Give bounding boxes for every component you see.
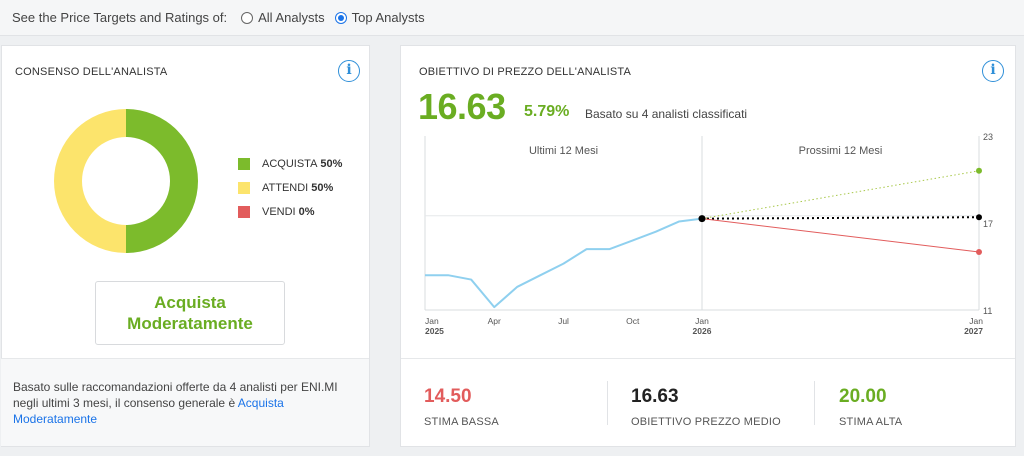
chart-section-label-past: Ultimi 12 Mesi — [529, 145, 598, 157]
donut-segment-hold — [54, 109, 126, 253]
chart-x-tick-year: 2026 — [693, 326, 712, 336]
legend-swatch-buy — [238, 158, 250, 170]
price-upside-pct: 5.79% — [524, 103, 570, 120]
legend-item-sell: VENDI 0% — [238, 200, 342, 224]
info-icon[interactable]: i — [338, 60, 360, 82]
price-basis-text: Basato su 4 analisti classificati — [585, 107, 748, 121]
consensus-donut — [54, 109, 198, 253]
legend-label: ATTENDI — [262, 182, 309, 194]
chart-x-tick-label: Jan — [695, 316, 709, 326]
legend-pct: 50% — [320, 158, 343, 170]
chart-projection-average-dot — [976, 214, 982, 221]
chart-x-tick-year: 2027 — [964, 326, 983, 336]
legend-swatch-hold — [238, 182, 250, 194]
chart-y-tick-label: 23 — [983, 132, 993, 142]
legend-label: VENDI — [262, 206, 296, 218]
summary-text: Basato sulle raccomandazioni offerte da … — [13, 380, 338, 410]
stat-high-label: STIMA ALTA — [839, 416, 903, 428]
legend-swatch-sell — [238, 206, 250, 218]
consensus-title: CONSENSO DELL'ANALISTA — [15, 66, 168, 78]
chart-x-tick-label: Jan — [425, 316, 439, 326]
radio-all-analysts[interactable] — [241, 11, 254, 24]
rating-line-1: Acquista — [154, 293, 226, 312]
donut-segment-buy — [126, 109, 198, 253]
average-price-target: 16.63 — [418, 86, 506, 127]
consensus-legend: ACQUISTA 50% ATTENDI 50% VENDI 0% — [238, 152, 342, 224]
stat-low-label: STIMA BASSA — [424, 416, 499, 428]
analyst-radio-group: All Analysts Top Analysts — [241, 10, 434, 25]
legend-pct: 0% — [298, 206, 315, 218]
chart-projection-high — [701, 170, 980, 220]
chart-price-history-line — [425, 217, 703, 309]
stat-average: 16.63 OBIETTIVO PREZZO MEDIO — [631, 386, 781, 428]
filter-prompt: See the Price Targets and Ratings of: — [12, 10, 228, 25]
analyst-filter-bar: See the Price Targets and Ratings of: Al… — [0, 0, 1024, 36]
chart-y-tick-label: 11 — [983, 306, 992, 316]
chart-x-tick-label: Jul — [558, 316, 569, 326]
stat-low-value: 14.50 — [424, 386, 472, 407]
chart-projection-low-dot — [976, 249, 982, 255]
legend-item-hold: ATTENDI 50% — [238, 176, 342, 200]
chart-x-tick-label: Apr — [488, 316, 501, 326]
legend-pct: 50% — [311, 182, 334, 194]
chart-section-label-future: Prossimi 12 Mesi — [799, 145, 883, 157]
chart-x-tick-label: Oct — [626, 316, 640, 326]
stat-high: 20.00 STIMA ALTA — [839, 386, 902, 428]
radio-top-analysts-label[interactable]: Top Analysts — [351, 10, 425, 25]
chart-x-tick-label: Jan — [969, 316, 983, 326]
summary-rating-link[interactable]: Acquista Moderatamente — [13, 396, 284, 426]
chart-projection-low — [701, 218, 980, 253]
stat-average-label: OBIETTIVO PREZZO MEDIO — [631, 416, 781, 428]
radio-all-analysts-label[interactable]: All Analysts — [258, 10, 325, 25]
price-target-title: OBIETTIVO DI PREZZO DELL'ANALISTA — [419, 66, 632, 78]
legend-label: ACQUISTA — [262, 158, 318, 170]
consensus-summary: Basato sulle raccomandazioni offerte da … — [1, 358, 369, 446]
stat-average-value: 16.63 — [631, 386, 679, 407]
chart-y-tick-label: 17 — [983, 219, 993, 229]
stat-high-value: 20.00 — [839, 386, 887, 407]
chart-current-price-dot — [698, 215, 706, 223]
legend-item-buy: ACQUISTA 50% — [238, 152, 342, 176]
chart-x-tick-year: 2025 — [425, 326, 444, 336]
price-target-stats: 14.50 STIMA BASSA 16.63 OBIETTIVO PREZZO… — [401, 358, 1015, 446]
chart-projection-high-dot — [976, 167, 982, 174]
stat-divider — [607, 381, 608, 425]
rating-line-2: Moderatamente — [127, 314, 253, 333]
price-target-chart: Ultimi 12 Mesi Prossimi 12 Mesi231711Jan2… — [424, 132, 993, 336]
radio-top-analysts[interactable] — [334, 11, 347, 24]
chart-projection-average — [701, 216, 980, 220]
stat-low: 14.50 STIMA BASSA — [424, 386, 499, 428]
stat-divider — [814, 381, 815, 425]
info-icon[interactable]: i — [982, 60, 1004, 82]
consensus-rating-box: Acquista Moderatamente — [95, 281, 285, 345]
